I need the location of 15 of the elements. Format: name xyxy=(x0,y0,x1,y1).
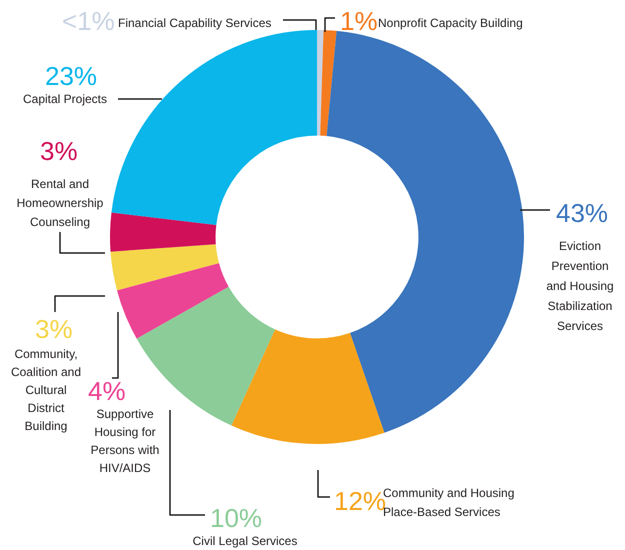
slice-label: Financial Capability Services xyxy=(118,16,272,30)
slice-label: Rental and Homeownership Counseling xyxy=(16,177,104,229)
data-label: 1% xyxy=(340,6,378,36)
data-label: 43% xyxy=(556,198,608,228)
data-label: 23% xyxy=(45,61,98,91)
slice-label: Eviction Prevention and Housing Stabilization Services xyxy=(546,239,614,333)
data-label: 10% xyxy=(210,503,262,533)
slice-label: Supportive Housing for Persons with HIV/AIDS xyxy=(90,407,160,475)
slice-label: Capital Projects xyxy=(22,92,108,106)
slice-label: Community, Coalition and Cultural District Building xyxy=(10,347,82,433)
data-label: 3% xyxy=(40,136,78,166)
data-label: 4% xyxy=(88,376,126,406)
data-label: 3% xyxy=(35,314,73,344)
slice-label: Nonprofit Capacity Building xyxy=(378,16,523,30)
slice-label: Civil Legal Services xyxy=(192,534,298,548)
